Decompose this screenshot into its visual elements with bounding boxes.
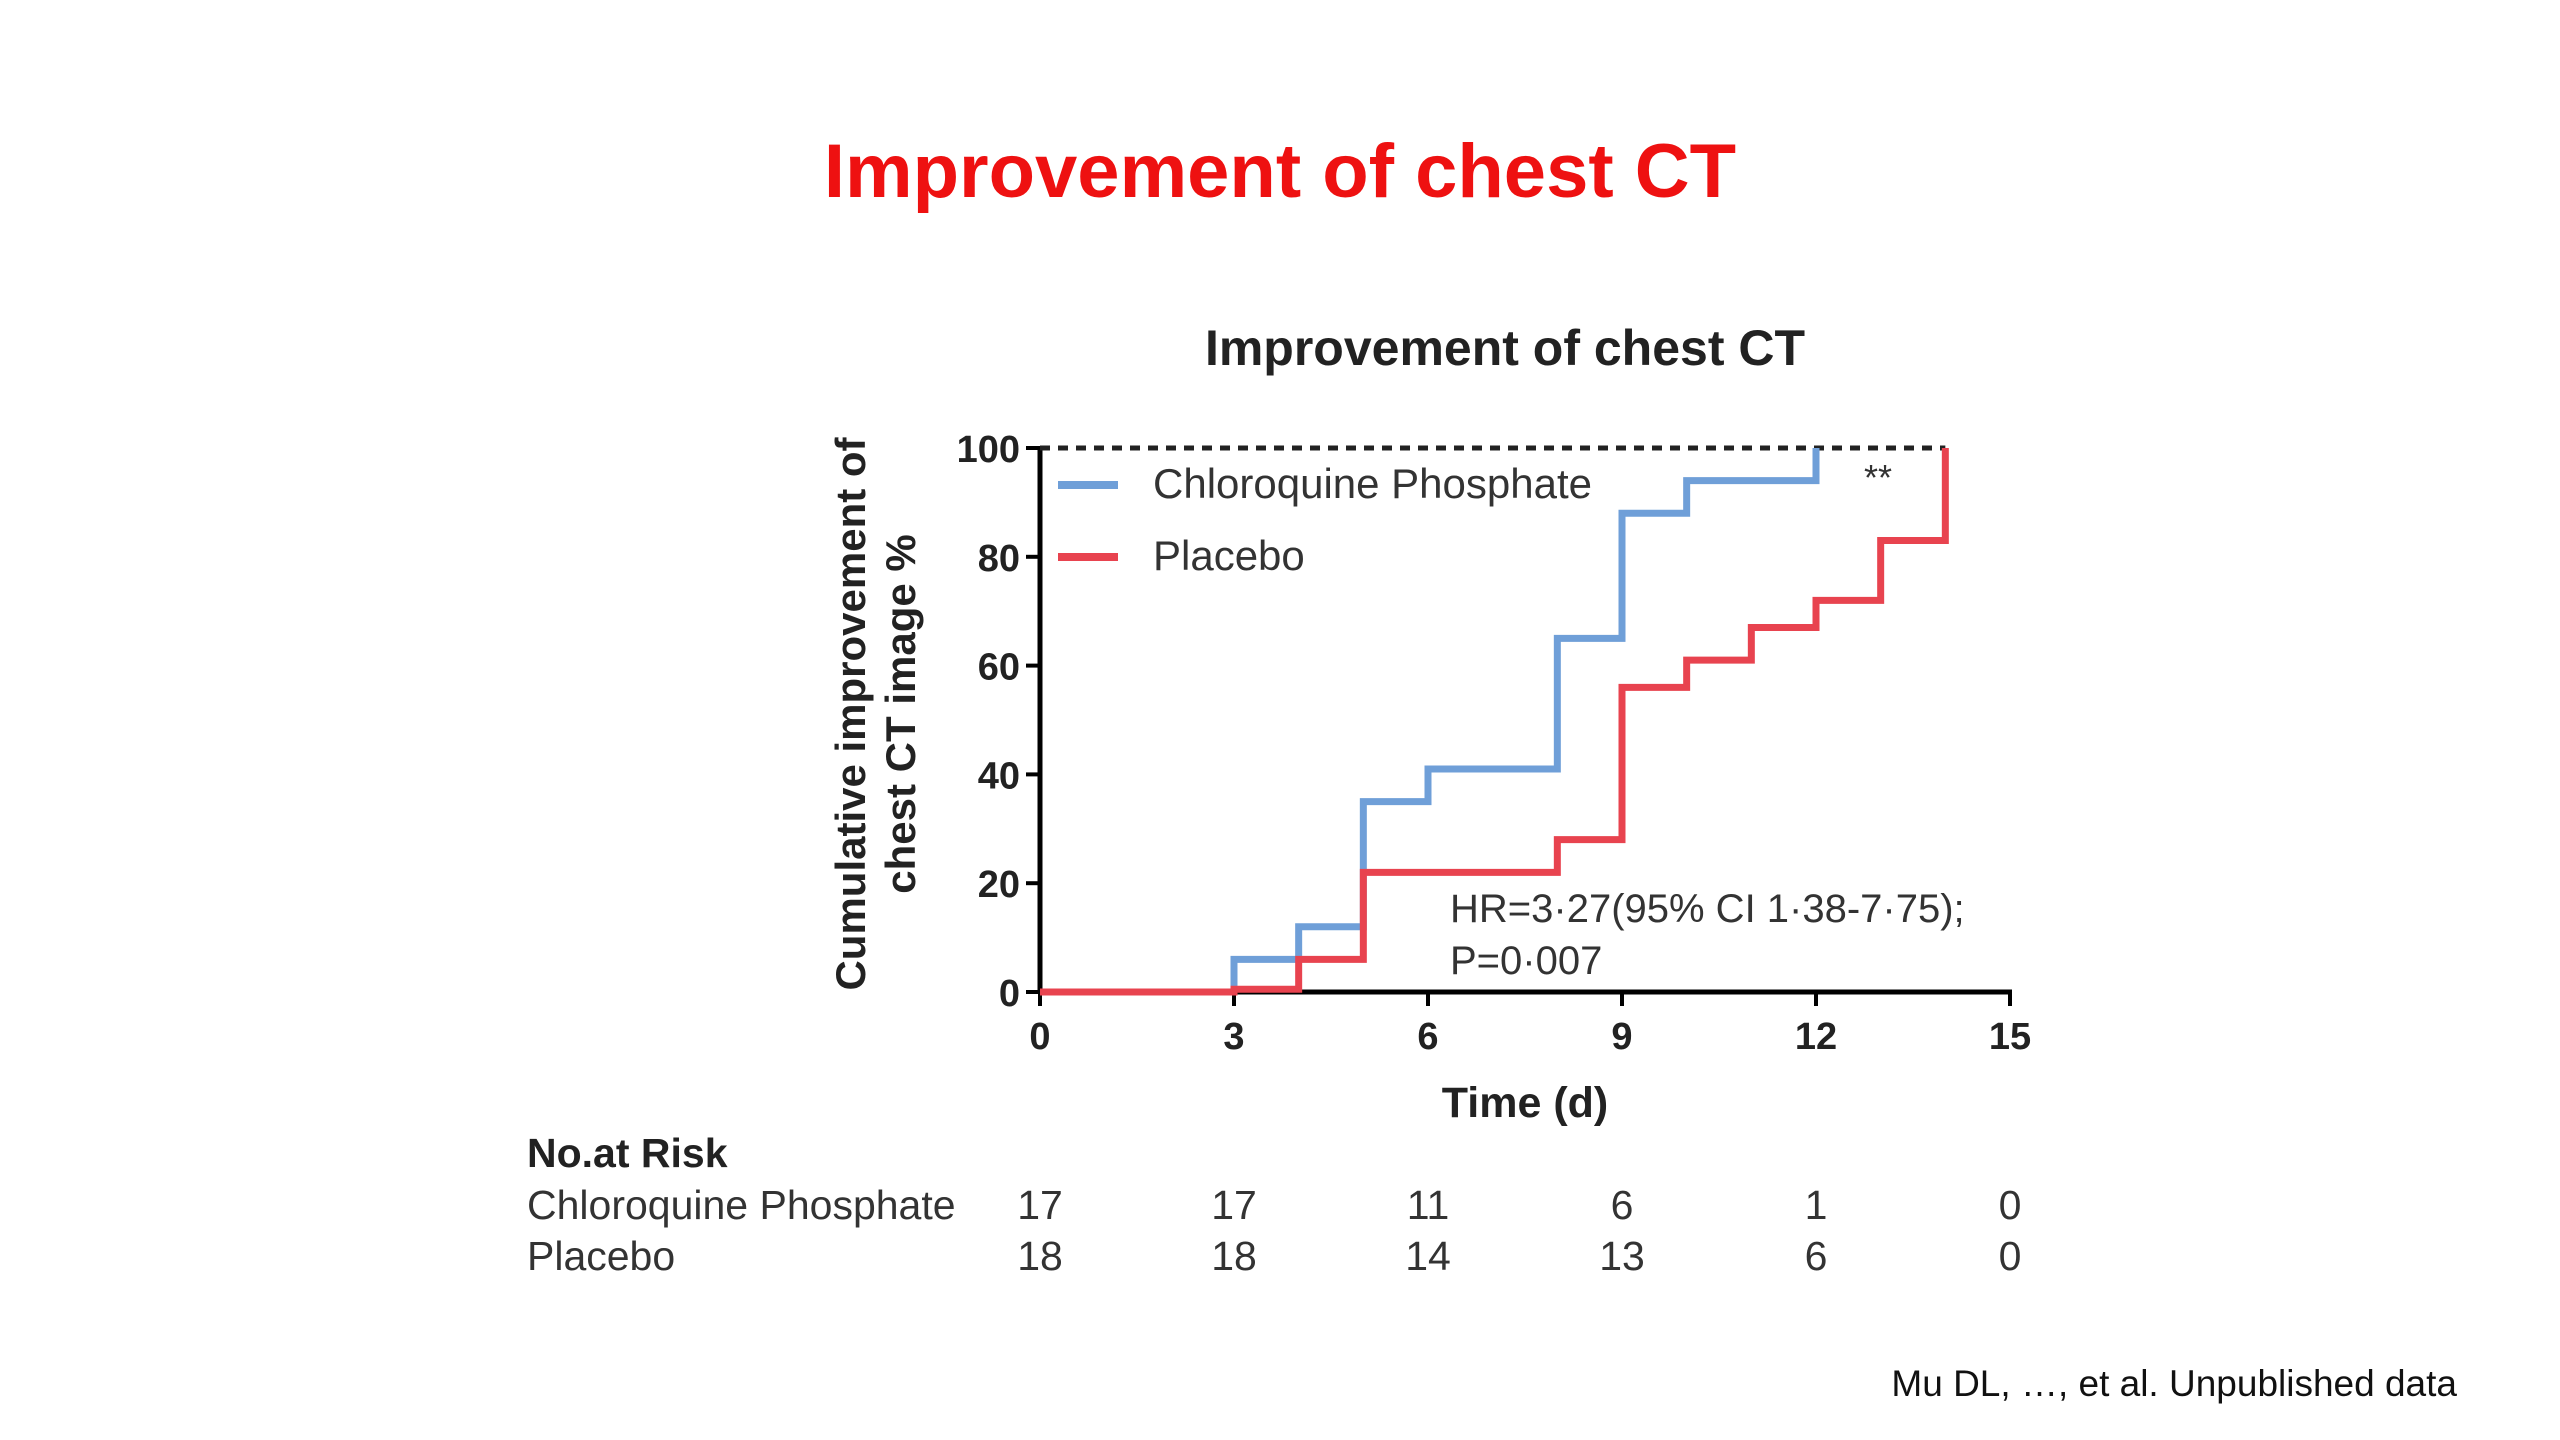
risk-value-placebo-5: 0	[1998, 1233, 2022, 1279]
y-axis-label: Cumulative improvement of chest CT image…	[827, 436, 924, 990]
significance-marker: **	[1864, 457, 1892, 498]
x-tick-label-5: 15	[1989, 1016, 2031, 1058]
y-tick-label-3: 60	[978, 647, 1020, 689]
risk-row-label-chloroquine: Chloroquine Phosphate	[527, 1182, 956, 1228]
risk-value-placebo-2: 14	[1405, 1233, 1451, 1279]
hazard-ratio-text: HR=3·27(95% CI 1·38-7·75);	[1450, 887, 1965, 931]
series-group	[1040, 448, 1949, 996]
risk-value-chloroquine-5: 0	[1998, 1182, 2022, 1228]
x-tick-label-0: 0	[1029, 1016, 1050, 1058]
y-axis-label-line-1: Cumulative improvement of	[827, 436, 874, 990]
risk-value-chloroquine-1: 17	[1211, 1182, 1257, 1228]
risk-value-placebo-4: 6	[1804, 1233, 1828, 1279]
risk-value-chloroquine-0: 17	[1017, 1182, 1063, 1228]
risk-value-chloroquine-4: 1	[1804, 1182, 1828, 1228]
y-tick-label-4: 80	[978, 538, 1020, 580]
risk-value-placebo-1: 18	[1211, 1233, 1257, 1279]
slide-title: Improvement of chest CT	[823, 129, 1737, 214]
y-axis-label-line-2: chest CT image %	[877, 534, 924, 893]
chart-title: Improvement of chest CT	[1205, 320, 1805, 376]
legend: Chloroquine Phosphate Placebo	[1058, 460, 1592, 579]
risk-row-label-placebo: Placebo	[527, 1233, 676, 1279]
x-tick-label-1: 3	[1223, 1016, 1244, 1058]
y-tick-label-0: 0	[999, 973, 1020, 1015]
x-tick-label-3: 9	[1611, 1016, 1632, 1058]
y-tick-label-5: 100	[957, 429, 1020, 471]
p-value-text: P=0·007	[1450, 939, 1602, 983]
x-tick-label-2: 6	[1417, 1016, 1438, 1058]
series-line-chloroquine	[1040, 448, 1820, 996]
risk-value-placebo-3: 13	[1599, 1233, 1645, 1279]
citation: Mu DL, …, et al. Unpublished data	[1891, 1363, 2457, 1404]
legend-label-placebo: Placebo	[1153, 532, 1305, 579]
y-tick-label-1: 20	[978, 864, 1020, 906]
risk-value-chloroquine-3: 6	[1610, 1182, 1634, 1228]
y-tick-label-2: 40	[978, 755, 1020, 797]
x-tick-label-4: 12	[1795, 1016, 1837, 1058]
series-line-placebo	[1040, 448, 1949, 996]
x-axis-label: Time (d)	[1442, 1079, 1608, 1127]
risk-value-chloroquine-2: 11	[1406, 1182, 1450, 1228]
risk-table-header: No.at Risk	[527, 1130, 728, 1176]
risk-value-placebo-0: 18	[1017, 1233, 1063, 1279]
legend-label-chloroquine: Chloroquine Phosphate	[1153, 460, 1592, 507]
